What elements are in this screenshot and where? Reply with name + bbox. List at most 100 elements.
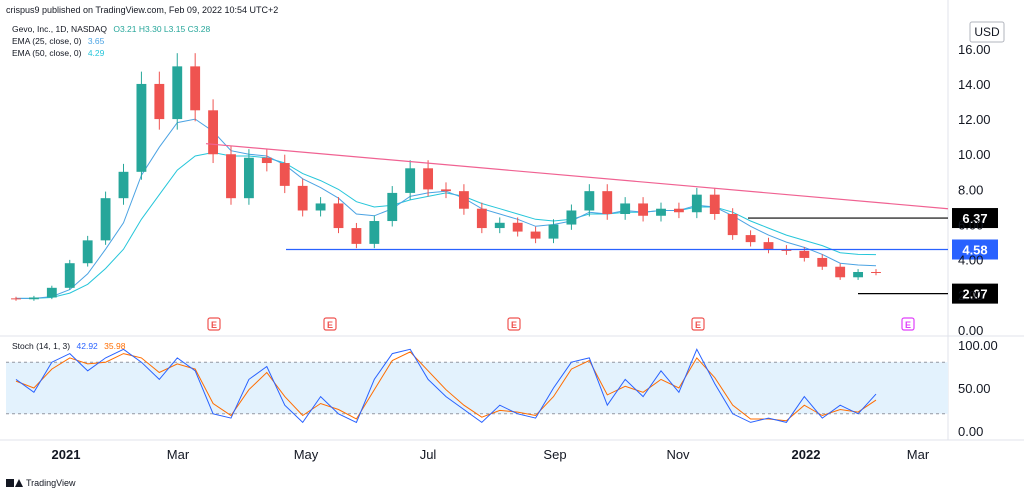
x-tick-label: Nov [666,447,690,462]
x-tick-label: Sep [543,447,566,462]
candle-body [476,208,487,229]
candle-body [208,110,219,155]
candle-body [118,171,129,199]
earnings-marker [691,317,705,331]
candle-body [566,210,577,225]
x-tick-label: May [294,447,319,462]
trendline [205,143,949,210]
ohlc-open: O3.21 [113,24,137,34]
candle-body [584,191,595,211]
ohlc-high: H3.30 [138,24,162,34]
currency-label: USD [974,25,1000,39]
level-price-label: 2.07 [962,287,987,302]
y-tick-label: 10.00 [958,147,991,162]
brand-name: TradingView [26,478,76,488]
candle-body [548,224,559,239]
earnings-marker [901,317,915,331]
symbol-name: Gevo, Inc., 1D, NASDAQ [12,24,107,34]
candle-body [673,208,684,213]
footer-branding[interactable]: TradingView [6,478,76,488]
y-tick-label: 6.00 [958,218,983,233]
level-price-tag [952,208,998,229]
y-tick-label: 14.00 [958,77,991,92]
stoch-tick-label: 0.00 [958,424,983,439]
candle-body [423,168,434,190]
ema50-line [16,151,877,299]
earnings-marker-label: E [327,320,333,330]
level-price-label: 4.58 [962,243,987,258]
axes: USD 16.00 14.00 12.00 10.00 8.00 6.00 4.00 2.00 0… [52,21,1005,462]
candle-body [154,83,165,120]
candle-body [441,189,451,192]
ema50-label: EMA (50, close, 0) [12,48,82,58]
ema25-value: 3.65 [87,36,105,46]
ema25-legend[interactable]: EMA (25, close, 0) 3.65 [12,36,104,46]
earnings-marker-label: E [211,320,217,330]
tradingview-logo-icon [6,478,23,488]
y-tick-label: 4.00 [958,253,983,268]
y-tick-label: 16.00 [958,42,991,57]
candle-body [369,221,380,244]
x-tick-label: Mar [167,447,190,462]
candle-body [28,297,39,300]
candle-body [620,203,631,214]
earnings-marker-label: E [695,320,701,330]
level-price-label: 6.37 [962,211,987,226]
earnings-marker-label: E [905,320,911,330]
x-tick-label: 2021 [52,447,81,462]
candle-body [46,287,57,298]
candle-body [494,222,505,229]
stochastic-lines [15,348,877,424]
level-price-tag [952,283,998,304]
candle-body [405,168,416,193]
x-tick-label: 2022 [792,447,821,462]
y-tick-label: 0.00 [958,323,983,338]
candle-body [871,272,881,273]
stoch-tick-label: 50.00 [958,381,991,396]
candle-body [835,266,846,278]
currency-box [969,21,1005,43]
candle-body [656,208,666,216]
symbol-legend: Gevo, Inc., 1D, NASDAQ O3.21 H3.30 L3.15… [12,24,210,34]
candle-body [82,240,93,264]
candle-body [190,66,201,111]
candle-body [11,298,21,300]
ohlc-close: C3.28 [187,24,211,34]
candle-body [853,272,864,278]
candle-body [226,154,236,199]
stoch-d-value: 35.98 [104,341,126,351]
stoch-legend[interactable]: Stoch (14, 1, 3) 42.92 35.98 [12,341,125,351]
candle-body [136,83,147,172]
candle-body [297,185,308,211]
descending-trendline [205,143,949,210]
candle-body [64,263,75,288]
candlesticks [11,53,881,301]
y-tick-label: 12.00 [958,112,991,127]
x-tick-label: Mar [907,447,930,462]
y-tick-label: 2.00 [958,288,983,303]
candle-body [261,157,272,164]
candle-body [333,203,344,229]
candle-body [709,194,720,214]
x-tick-label: Jul [420,447,437,462]
ema50-legend[interactable]: EMA (50, close, 0) 4.29 [12,48,104,58]
candle-body [279,163,290,186]
candle-body [691,194,702,213]
candle-body [530,231,541,239]
candle-body [387,192,398,222]
earnings-marker [207,317,221,331]
candle-body [243,157,254,199]
candle-body [602,191,613,214]
stoch-k-value: 42.92 [76,341,98,351]
level-price-tag [952,239,998,260]
stoch-k-line [15,348,877,424]
candle-body [172,66,183,120]
candle-body [745,235,756,243]
candle-body [512,222,523,232]
ohlc-low: L3.15 [163,24,186,34]
earnings-marker [323,317,337,331]
y-tick-label: 8.00 [958,182,983,197]
stoch-tick-label: 100.00 [958,338,998,353]
